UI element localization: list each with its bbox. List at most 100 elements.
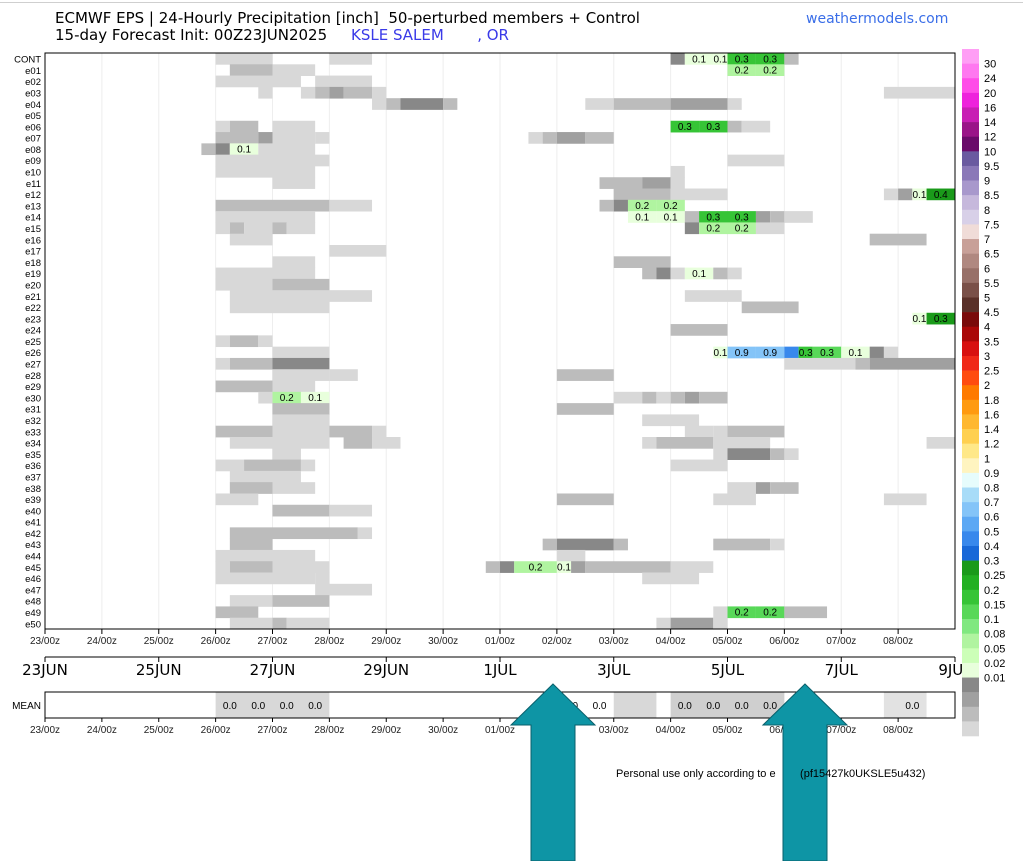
member-label: e14 <box>25 213 41 224</box>
precip-cell <box>770 211 785 223</box>
legend-level: 0.6 <box>984 512 999 524</box>
member-label: e20 <box>25 280 41 291</box>
station-state: , OR <box>477 26 509 44</box>
precip-cell <box>613 391 643 404</box>
cell-value: 0.1 <box>308 393 322 404</box>
x-tick-label: 05/00z <box>712 636 742 647</box>
cell-value: 0.1 <box>849 348 863 359</box>
member-label: e33 <box>25 427 41 438</box>
precip-cell <box>556 538 614 551</box>
precip-cell <box>627 199 657 212</box>
precip-cell <box>215 493 259 506</box>
precip-cell <box>613 256 671 268</box>
legend-swatch <box>962 268 979 284</box>
precip-cell <box>272 459 301 472</box>
precip-cell <box>258 143 273 156</box>
footer-note: Personal use only according to e (pf1542… <box>616 768 926 780</box>
legend-level: 24 <box>984 73 996 85</box>
precip-cell <box>670 267 685 280</box>
legend-level: 8 <box>984 205 990 217</box>
legend-level: 1.6 <box>984 409 999 421</box>
precip-cell <box>272 267 316 280</box>
precip-cell <box>713 425 728 438</box>
legend-swatch <box>962 604 979 620</box>
legend-swatch <box>962 443 979 459</box>
legend-swatch <box>962 326 979 342</box>
member-label: e11 <box>26 179 41 190</box>
member-label: e50 <box>25 619 41 630</box>
precip-cell <box>272 357 330 370</box>
member-label: e17 <box>25 247 41 258</box>
precip-cell <box>670 177 685 189</box>
precip-cell <box>229 120 259 133</box>
precip-cell <box>613 538 628 551</box>
legend-swatch <box>962 92 979 108</box>
precip-cell <box>556 561 572 573</box>
legend-level: 1 <box>984 453 990 465</box>
precip-cell <box>272 414 330 427</box>
precip-cell <box>300 459 316 472</box>
precip-cell <box>784 357 856 370</box>
legend-swatch <box>962 370 979 386</box>
legend-level: 12 <box>984 132 996 144</box>
mean-x-tick-label: 03/00z <box>599 725 629 736</box>
precip-cell <box>656 199 685 212</box>
member-label: e49 <box>25 608 41 619</box>
member-label: e18 <box>25 258 41 269</box>
precip-cell <box>727 120 742 133</box>
precip-cell <box>315 572 330 585</box>
precip-cell <box>215 222 230 235</box>
precip-cell <box>713 606 728 619</box>
member-label: e32 <box>25 416 41 427</box>
precip-cell <box>727 425 785 438</box>
precip-cell <box>727 437 771 449</box>
cell-value: 0.1 <box>692 269 706 280</box>
member-label: e25 <box>25 337 41 348</box>
legend-level: 5 <box>984 292 990 304</box>
legend-level: 0.02 <box>984 658 1005 670</box>
precip-cell <box>656 267 671 280</box>
precip-cell <box>684 391 700 404</box>
mean-value: 0.0 <box>251 701 265 712</box>
member-label: e10 <box>25 168 41 179</box>
precip-cell <box>215 606 259 619</box>
x-tick-label: 29/00z <box>371 636 401 647</box>
legend-swatch <box>962 575 979 591</box>
mean-shade <box>613 692 657 718</box>
mean-x-tick-label: 29/00z <box>371 725 401 736</box>
date-label: 3JUL <box>597 661 631 679</box>
legend-swatch <box>962 633 979 649</box>
legend-level: 6 <box>984 263 990 275</box>
precip-cell <box>215 425 273 438</box>
legend-swatch <box>962 502 979 518</box>
precip-cell <box>684 53 714 65</box>
precip-cell <box>329 53 373 65</box>
member-label: e08 <box>25 145 41 156</box>
legend-level: 0.25 <box>984 570 1005 582</box>
precip-cell <box>642 267 657 280</box>
legend-level: 6.5 <box>984 249 999 261</box>
precip-cell <box>272 572 316 585</box>
precip-cell <box>215 561 230 573</box>
precip-cell <box>883 493 927 506</box>
precip-cell <box>272 380 316 393</box>
cell-value: 0.2 <box>635 201 649 212</box>
legend-swatch <box>962 516 979 532</box>
precip-cell <box>727 154 785 167</box>
precip-cell <box>585 98 614 110</box>
legend-level: 20 <box>984 88 996 100</box>
site-link[interactable]: weathermodels.com <box>806 11 949 27</box>
mean-x-tick-label: 27/00z <box>257 725 287 736</box>
precip-cell <box>713 617 728 630</box>
cell-value: 0.2 <box>706 224 720 235</box>
legend-level: 0.5 <box>984 526 999 538</box>
precip-cell <box>215 143 230 156</box>
precip-cell <box>229 335 259 348</box>
mean-value: 0.0 <box>223 701 237 712</box>
precip-cell <box>229 527 273 540</box>
member-label: e28 <box>25 371 41 382</box>
precip-cell <box>869 346 884 359</box>
legend-level: 10 <box>984 146 996 158</box>
precip-cell <box>215 357 230 370</box>
precip-cell <box>755 211 771 223</box>
